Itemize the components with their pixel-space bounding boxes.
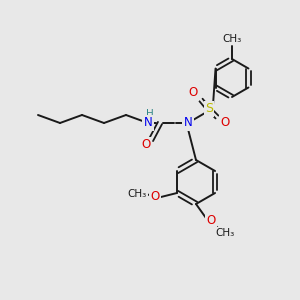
Text: O: O [220,116,230,130]
Text: N: N [144,116,152,130]
Text: CH₃: CH₃ [215,228,235,238]
Text: O: O [141,139,151,152]
Text: O: O [188,86,198,100]
Text: N: N [184,116,192,130]
Text: H: H [146,109,154,119]
Text: CH₃: CH₃ [222,34,242,44]
Text: O: O [206,214,216,226]
Text: O: O [150,190,160,203]
Text: S: S [205,103,213,116]
Text: CH₃: CH₃ [127,189,147,199]
